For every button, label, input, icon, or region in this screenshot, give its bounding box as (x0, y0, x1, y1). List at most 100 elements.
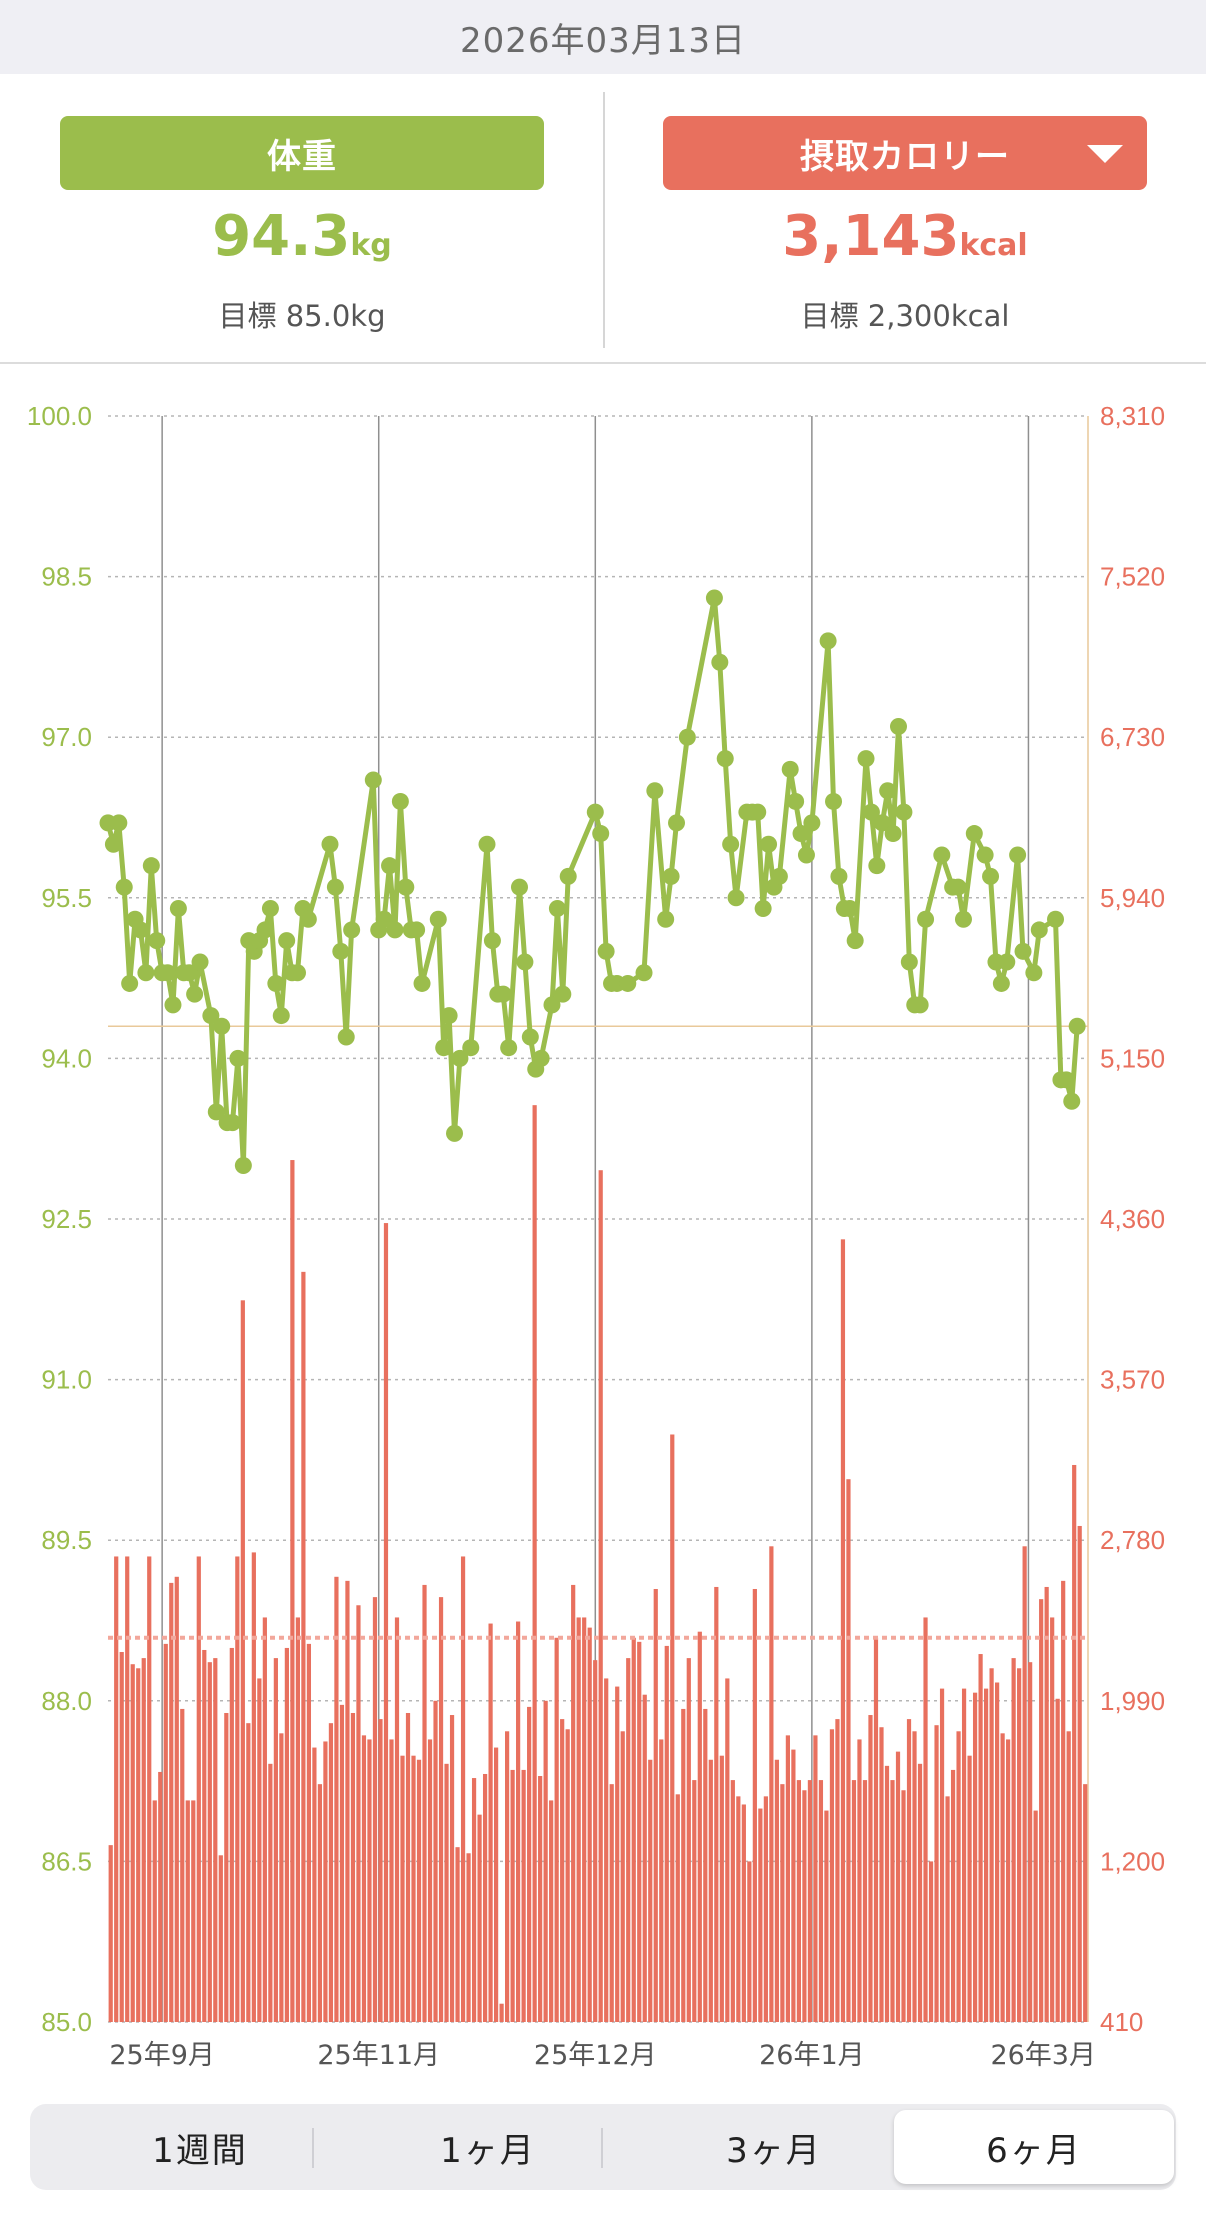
y-right-tick-label: 3,570 (1100, 1365, 1165, 1395)
current-weight-value: 94.3 (212, 204, 351, 269)
y-left-tick-label: 85.0 (41, 2007, 92, 2037)
calorie-bar (593, 1660, 598, 2022)
calorie-bar (328, 1723, 334, 2022)
tab-3-months[interactable]: 3ヶ月 (726, 2130, 822, 2171)
calorie-bar (350, 1712, 356, 2022)
weight-point (532, 1049, 550, 1067)
weight-point (548, 900, 566, 918)
calorie-bar (1044, 1586, 1049, 2022)
calorie-bar (422, 1584, 427, 2022)
weight-point (819, 632, 837, 650)
calorie-bar (692, 1780, 697, 2022)
weight-point (494, 985, 512, 1003)
weight-point (976, 846, 994, 864)
period-segmented-control[interactable]: 1週間 1ヶ月 3ヶ月 6ヶ月 (30, 2104, 1176, 2190)
weight-point (668, 814, 686, 832)
calorie-bar (587, 1627, 592, 2022)
weight-point (1047, 910, 1065, 928)
weight-point (478, 835, 496, 853)
weight-point (391, 792, 409, 810)
weight-point (662, 867, 680, 885)
current-calorie-unit: kcal (959, 228, 1028, 263)
weight-point (229, 1049, 247, 1067)
y-right-tick-label: 8,310 (1100, 401, 1165, 431)
weight-point (180, 964, 198, 982)
calorie-bar (163, 1643, 168, 2022)
calorie-bar (449, 1715, 455, 2022)
calorie-bar (697, 1631, 702, 2022)
calorie-bar (609, 1784, 614, 2022)
calorie-bar (807, 1780, 813, 2022)
calorie-bar (758, 1808, 763, 2022)
calorie-bar (664, 1645, 669, 2022)
weight-point (375, 910, 393, 928)
calorie-bar (466, 1853, 471, 2022)
calorie-bar (505, 1731, 510, 2022)
weight-point (559, 867, 577, 885)
weight-point (711, 653, 729, 671)
calorie-bar (983, 1688, 989, 2022)
weight-point (289, 964, 307, 982)
weight-point (895, 803, 913, 821)
calorie-bar (493, 1747, 499, 2022)
calorie-bar (708, 1759, 713, 2022)
tab-1-week[interactable]: 1週間 (152, 2130, 248, 2171)
summary-divider (603, 92, 605, 348)
x-tick-label: 25年12月 (534, 2040, 657, 2071)
weight-point (619, 974, 637, 992)
triangle-down-icon (1087, 145, 1123, 163)
calorie-bar (1050, 1617, 1055, 2022)
calorie-bar (1055, 1698, 1060, 2022)
calorie-bar (240, 1300, 245, 2022)
calorie-bar (857, 1739, 862, 2022)
calorie-bar (917, 1763, 923, 2022)
weight-point (408, 921, 426, 939)
calorie-bar (235, 1556, 240, 2022)
calorie-bar (972, 1692, 978, 2022)
summary-panel: 体重 94.3kg 目標 85.0kg 摂取カロリー 3,143kcal 目標 … (0, 74, 1206, 364)
y-left-tick-label: 86.5 (41, 1846, 92, 1876)
tab-1-month[interactable]: 1ヶ月 (440, 2130, 536, 2171)
calorie-summary: 摂取カロリー 3,143kcal 目標 2,300kcal (663, 116, 1147, 335)
weight-point (1014, 942, 1032, 960)
calorie-bar (939, 1688, 945, 2022)
weight-point (1063, 1092, 1081, 1110)
calorie-bar (884, 1765, 890, 2022)
weight-point (386, 921, 404, 939)
calorie-bar (1061, 1580, 1066, 2022)
tab-6-months[interactable]: 6ヶ月 (894, 2110, 1174, 2184)
calorie-bar (615, 1686, 620, 2022)
weight-point (781, 760, 799, 778)
calorie-bar (317, 1784, 323, 2022)
calorie-bar (950, 1769, 956, 2022)
calorie-bar (416, 1759, 422, 2022)
calorie-bar (400, 1755, 405, 2022)
calorie-bar (345, 1580, 350, 2022)
calorie-type-dropdown[interactable]: 摂取カロリー (663, 116, 1147, 190)
calorie-bar (405, 1712, 411, 2022)
weight-point (326, 878, 344, 896)
calorie-bar (251, 1552, 256, 2022)
weight-calorie-chart[interactable]: 100.0 8,310 98.5 7,520 97.0 6,730 95.5 5,940 94.… (0, 372, 1206, 2072)
y-right-tick-label: 6,730 (1100, 722, 1165, 752)
weight-goal: 目標 85.0kg (218, 299, 386, 333)
weight-point (224, 1114, 242, 1132)
x-tick-label: 25年9月 (109, 2040, 215, 2071)
calorie-bar (158, 1771, 163, 2022)
calorie-bar (681, 1708, 686, 2022)
calorie-bar (306, 1643, 312, 2022)
y-right-tick-label: 7,520 (1100, 562, 1165, 592)
weight-point (1025, 964, 1043, 982)
weight-label-button[interactable]: 体重 (60, 116, 544, 190)
weight-point (727, 889, 745, 907)
calorie-bar (1033, 1810, 1038, 2022)
calorie-bar (444, 1763, 449, 2022)
weight-point (982, 867, 1000, 885)
calorie-bar (956, 1731, 961, 2022)
weight-point (207, 1103, 225, 1121)
y-right-tick-label: 5,940 (1100, 883, 1165, 913)
weight-point (787, 792, 805, 810)
calorie-bar (268, 1763, 273, 2022)
weight-point (337, 1028, 355, 1046)
weight-point (873, 814, 891, 832)
